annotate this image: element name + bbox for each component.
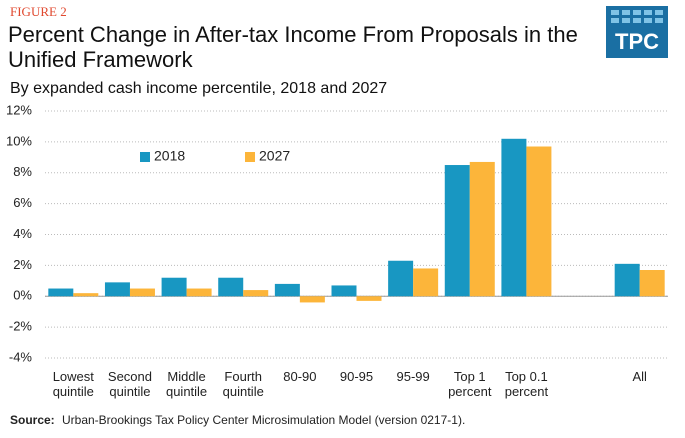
title-box: Percent Change in After-tax Income From … (8, 22, 578, 72)
bar (331, 285, 357, 297)
y-tick-label: 0% (13, 288, 32, 303)
legend-swatch (245, 152, 255, 162)
y-tick-label: -2% (9, 319, 33, 334)
x-tick-label: All (632, 369, 647, 384)
bar (274, 283, 300, 297)
x-tick-label: Top 0.1 percent (504, 369, 549, 399)
legend-label: 2018 (154, 148, 185, 164)
chart-subtitle: By expanded cash income percentile, 2018… (10, 80, 387, 97)
bar (299, 296, 325, 303)
y-tick-label: 8% (13, 164, 32, 179)
x-tick-label: 90-95 (339, 369, 374, 384)
bar (356, 296, 382, 301)
bar (639, 270, 665, 297)
bar (501, 138, 527, 297)
x-tick-label: Middle quintile (165, 369, 208, 399)
x-tick-label: 95-99 (396, 369, 430, 384)
x-tick-label: Lowest quintile (52, 369, 94, 399)
logo-text: TPC (615, 29, 659, 54)
logo-squares (611, 10, 663, 23)
bar (526, 146, 552, 297)
bar (104, 282, 130, 297)
y-tick-label: 6% (13, 195, 32, 210)
y-tick-label: 12% (6, 102, 32, 117)
bar (614, 263, 640, 297)
chart-title: Percent Change in After-tax Income From … (8, 22, 578, 72)
legend-label: 2027 (259, 148, 290, 164)
bar (48, 288, 74, 297)
bar (388, 260, 414, 297)
source-label: Source: (10, 413, 55, 427)
x-tick-label: Top 1 percent (448, 369, 492, 399)
bar (186, 288, 212, 297)
legend-swatch (140, 152, 150, 162)
bar (444, 165, 470, 297)
y-tick-label: 4% (13, 226, 32, 241)
x-tick-label: Second quintile (107, 369, 152, 399)
bar (73, 293, 99, 297)
bar (161, 277, 187, 297)
x-tick-label: Fourth quintile (222, 369, 264, 399)
source: Urban-Brookings Tax Policy Center Micros… (62, 413, 465, 427)
bar (218, 277, 244, 297)
y-tick-label: -4% (9, 349, 33, 364)
bar (413, 268, 439, 297)
bar (243, 290, 269, 297)
bar (469, 161, 495, 297)
figure-label: FIGURE 2 (10, 4, 67, 19)
bar (129, 288, 155, 297)
y-tick-label: 10% (6, 133, 32, 148)
x-tick-label: 80-90 (283, 369, 317, 384)
y-tick-label: 2% (13, 257, 32, 272)
